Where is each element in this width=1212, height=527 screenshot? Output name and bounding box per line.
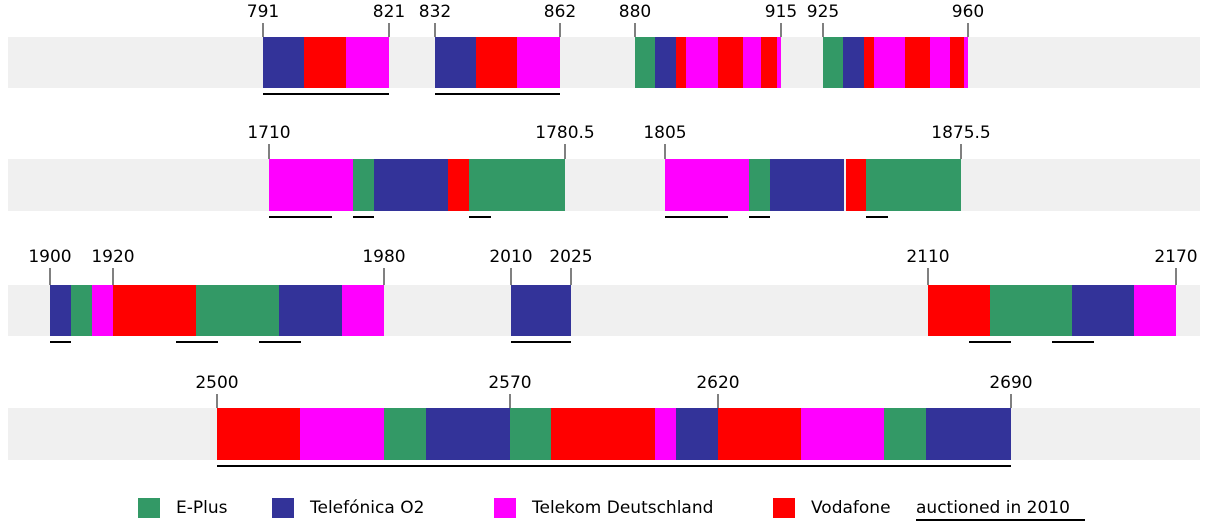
allocation-block — [950, 37, 964, 88]
allocation-block — [353, 159, 374, 211]
tick-label: 1900 — [28, 247, 71, 267]
allocation-block — [269, 159, 353, 211]
allocation-block — [279, 285, 342, 336]
allocation-block — [990, 285, 1072, 336]
allocation-block — [761, 37, 777, 88]
allocation-block — [196, 285, 279, 336]
tick-label: 821 — [373, 2, 405, 22]
allocation-block — [749, 159, 770, 211]
allocation-block — [517, 37, 560, 88]
legend-label: Telefónica O2 — [309, 498, 424, 518]
allocation-block — [511, 285, 571, 336]
tick-label: 2620 — [696, 373, 739, 393]
allocation-block — [50, 285, 71, 336]
tick-label: 2025 — [549, 247, 592, 267]
tick-label: 2010 — [489, 247, 532, 267]
allocation-block — [743, 37, 761, 88]
allocation-block — [655, 37, 676, 88]
allocation-block — [635, 37, 655, 88]
allocation-block — [469, 159, 565, 211]
allocation-block — [823, 37, 843, 88]
tick-label: 880 — [619, 2, 651, 22]
allocation-block — [71, 285, 92, 336]
allocation-block — [476, 37, 517, 88]
allocation-block — [846, 159, 866, 211]
allocation-block — [300, 408, 384, 460]
allocation-block — [92, 285, 113, 336]
allocation-block — [874, 37, 905, 88]
allocation-block — [374, 159, 448, 211]
allocation-block — [510, 408, 551, 460]
tick-label: 791 — [247, 2, 279, 22]
tick-label: 2500 — [195, 373, 238, 393]
allocation-block — [718, 408, 801, 460]
allocation-block — [448, 159, 469, 211]
legend-swatch — [494, 498, 516, 518]
band-background — [8, 37, 1200, 88]
allocation-block — [665, 159, 749, 211]
allocation-block — [770, 159, 844, 211]
allocation-block — [864, 37, 874, 88]
allocation-block — [1072, 285, 1134, 336]
tick-label: 1805 — [643, 123, 686, 143]
allocation-block — [926, 408, 1011, 460]
band-background — [8, 159, 1200, 211]
allocation-block — [676, 408, 718, 460]
allocation-block — [426, 408, 510, 460]
legend-swatch — [773, 498, 795, 518]
allocation-block — [866, 159, 961, 211]
allocation-block — [655, 408, 676, 460]
allocation-block — [676, 37, 686, 88]
allocation-block — [346, 37, 389, 88]
allocation-block — [217, 408, 300, 460]
tick-label: 2110 — [906, 247, 949, 267]
allocation-block — [843, 37, 864, 88]
allocation-block — [342, 285, 384, 336]
tick-label: 915 — [765, 2, 797, 22]
allocation-block — [930, 37, 950, 88]
legend-label: Telekom Deutschland — [531, 498, 713, 518]
tick-label: 1780.5 — [535, 123, 594, 143]
allocation-block — [1134, 285, 1176, 336]
allocation-block — [551, 408, 655, 460]
allocation-block — [884, 408, 926, 460]
tick-label: 862 — [544, 2, 576, 22]
tick-label: 1710 — [247, 123, 290, 143]
allocation-block — [686, 37, 718, 88]
legend-label: Vodafone — [811, 498, 891, 518]
tick-label: 2570 — [488, 373, 531, 393]
tick-label: 1980 — [362, 247, 405, 267]
allocation-block — [113, 285, 196, 336]
allocation-block — [384, 408, 426, 460]
tick-label: 832 — [419, 2, 451, 22]
tick-label: 2170 — [1154, 247, 1197, 267]
allocation-block — [718, 37, 743, 88]
allocation-block — [964, 37, 968, 88]
tick-label: 2690 — [989, 373, 1032, 393]
tick-label: 1875.5 — [931, 123, 990, 143]
legend-swatch — [272, 498, 294, 518]
legend-label: E-Plus — [176, 498, 228, 518]
allocation-block — [905, 37, 930, 88]
allocation-block — [928, 285, 990, 336]
tick-label: 960 — [952, 2, 984, 22]
allocation-block — [304, 37, 346, 88]
tick-label: 925 — [807, 2, 839, 22]
allocation-block — [263, 37, 304, 88]
allocation-block — [777, 37, 781, 88]
tick-label: 1920 — [91, 247, 134, 267]
legend-swatch — [138, 498, 160, 518]
allocation-block — [435, 37, 476, 88]
auctioned-legend: auctioned in 2010 — [916, 498, 1070, 518]
allocation-block — [801, 408, 884, 460]
